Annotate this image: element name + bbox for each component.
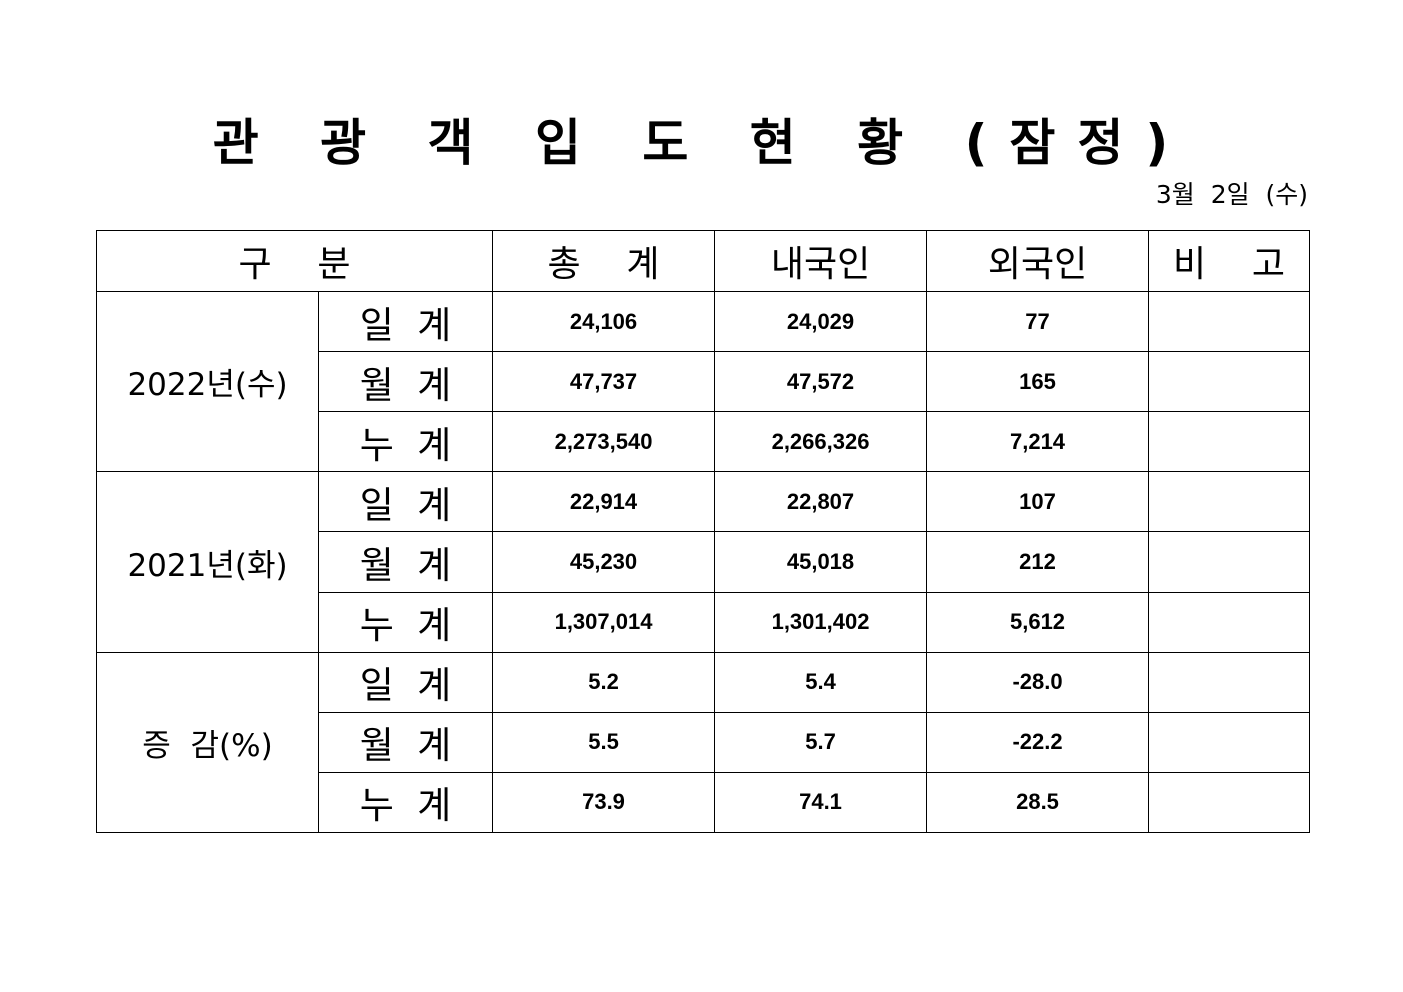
foreign-cell: 212 [926, 531, 1150, 593]
foreign-cell: 5,612 [926, 591, 1150, 653]
total-cell: 24,106 [492, 291, 716, 353]
remarks-cell [1148, 291, 1311, 353]
row-label: 월 계 [317, 351, 494, 413]
foreign-cell: -28.0 [926, 651, 1150, 713]
foreign-cell: 28.5 [926, 771, 1150, 834]
header-domestic: 내국인 [714, 229, 928, 293]
domestic-cell: 74.1 [714, 771, 928, 834]
domestic-cell: 47,572 [714, 351, 928, 413]
remarks-cell [1148, 351, 1311, 413]
row-label: 일 계 [317, 651, 494, 713]
domestic-cell: 5.7 [714, 711, 928, 773]
total-cell: 2,273,540 [492, 411, 716, 473]
table-row: 누 계 73.9 74.1 28.5 [97, 771, 1311, 834]
domestic-cell: 24,029 [714, 291, 928, 353]
group-label-2022: 2022년(수) [96, 291, 319, 473]
remarks-cell [1148, 411, 1311, 473]
domestic-cell: 2,266,326 [714, 411, 928, 473]
table-row: 월 계 5.5 5.7 -22.2 [97, 711, 1311, 773]
header-category: 구 분 [95, 229, 494, 293]
foreign-cell: -22.2 [926, 711, 1150, 773]
row-label: 누 계 [317, 411, 494, 473]
total-cell: 45,230 [492, 531, 716, 593]
remarks-cell [1148, 591, 1311, 653]
group-label-change: 증 감(%) [96, 651, 319, 834]
table-header-row: 구 분 총 계 내국인 외국인 비 고 [95, 229, 1311, 293]
domestic-cell: 5.4 [714, 651, 928, 713]
total-cell: 1,307,014 [492, 591, 716, 653]
remarks-cell [1148, 651, 1311, 713]
remarks-cell [1148, 531, 1311, 593]
row-label: 일 계 [317, 471, 494, 533]
total-cell: 22,914 [492, 471, 716, 533]
header-total: 총 계 [492, 229, 716, 293]
header-remarks: 비 고 [1148, 229, 1311, 293]
domestic-cell: 22,807 [714, 471, 928, 533]
total-cell: 5.5 [492, 711, 716, 773]
row-label: 누 계 [317, 771, 494, 834]
total-cell: 73.9 [492, 771, 716, 834]
foreign-cell: 107 [926, 471, 1150, 533]
remarks-cell [1148, 711, 1311, 773]
table-row: 누 계 2,273,540 2,266,326 7,214 [97, 411, 1311, 473]
report-date: 3월 2일 (수) [1155, 180, 1308, 209]
foreign-cell: 77 [926, 291, 1150, 353]
row-label: 일 계 [317, 291, 494, 353]
total-cell: 5.2 [492, 651, 716, 713]
remarks-cell [1148, 471, 1311, 533]
foreign-cell: 7,214 [926, 411, 1150, 473]
table-row: 월 계 45,230 45,018 212 [97, 531, 1311, 593]
domestic-cell: 1,301,402 [714, 591, 928, 653]
page-title: 관 광 객 입 도 현 황 (잠정) [212, 114, 1191, 172]
remarks-cell [1148, 771, 1311, 834]
row-label: 누 계 [317, 591, 494, 653]
table-row: 증 감(%) 일 계 5.2 5.4 -28.0 [96, 651, 1311, 834]
table-row: 2021년(화) 일 계 22,914 22,807 107 [96, 471, 1311, 653]
group-label-2021: 2021년(화) [96, 471, 319, 653]
row-label: 월 계 [317, 531, 494, 593]
foreign-cell: 165 [926, 351, 1150, 413]
domestic-cell: 45,018 [714, 531, 928, 593]
tourist-arrivals-table: 구 분 총 계 내국인 외국인 비 고 2022년(수) 일 계 24,106 … [95, 229, 1311, 834]
table-row: 2022년(수) 일 계 24,106 24,029 77 [96, 291, 1311, 473]
header-foreign: 외국인 [926, 229, 1150, 293]
total-cell: 47,737 [492, 351, 716, 413]
row-label: 월 계 [317, 711, 494, 773]
table-row: 누 계 1,307,014 1,301,402 5,612 [97, 591, 1311, 653]
